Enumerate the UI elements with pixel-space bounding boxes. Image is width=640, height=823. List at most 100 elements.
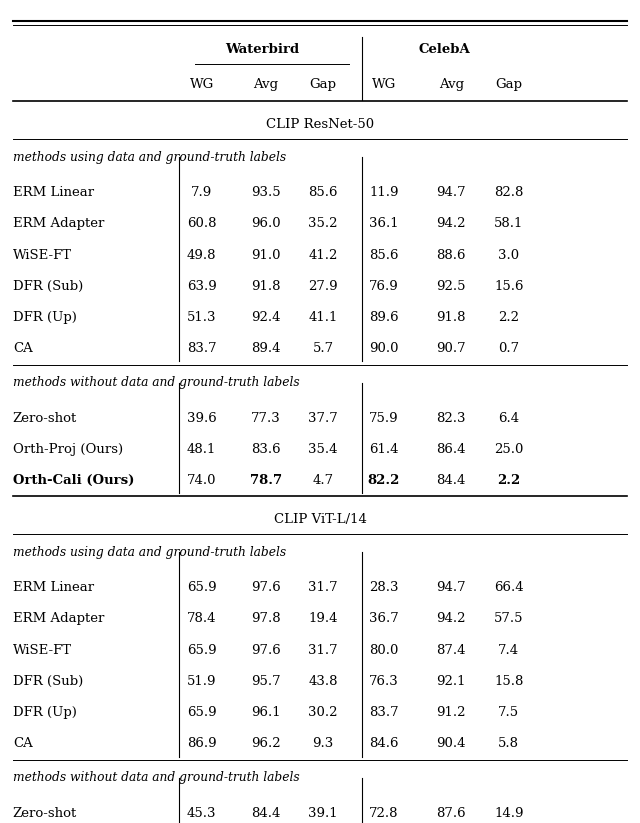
Text: CA: CA xyxy=(13,737,33,751)
Text: 94.2: 94.2 xyxy=(436,612,466,625)
Text: 94.7: 94.7 xyxy=(436,186,466,199)
Text: 82.8: 82.8 xyxy=(494,186,524,199)
Text: 83.6: 83.6 xyxy=(251,443,280,456)
Text: DFR (Up): DFR (Up) xyxy=(13,311,77,324)
Text: 19.4: 19.4 xyxy=(308,612,338,625)
Text: 65.9: 65.9 xyxy=(187,706,216,719)
Text: DFR (Sub): DFR (Sub) xyxy=(13,280,83,293)
Text: 3.0: 3.0 xyxy=(498,249,520,262)
Text: 86.9: 86.9 xyxy=(187,737,216,751)
Text: 80.0: 80.0 xyxy=(369,644,399,657)
Text: 78.7: 78.7 xyxy=(250,474,282,487)
Text: 28.3: 28.3 xyxy=(369,581,399,594)
Text: 75.9: 75.9 xyxy=(369,412,399,425)
Text: 91.2: 91.2 xyxy=(436,706,466,719)
Text: 36.1: 36.1 xyxy=(369,217,399,230)
Text: 2.2: 2.2 xyxy=(499,311,519,324)
Text: 15.8: 15.8 xyxy=(494,675,524,688)
Text: 90.7: 90.7 xyxy=(436,342,466,356)
Text: Avg: Avg xyxy=(253,78,278,91)
Text: WG: WG xyxy=(189,78,214,91)
Text: 77.3: 77.3 xyxy=(251,412,280,425)
Text: 87.6: 87.6 xyxy=(436,807,466,820)
Text: 51.9: 51.9 xyxy=(187,675,216,688)
Text: 6.4: 6.4 xyxy=(498,412,520,425)
Text: methods using data and ground-truth labels: methods using data and ground-truth labe… xyxy=(13,151,286,164)
Text: 72.8: 72.8 xyxy=(369,807,399,820)
Text: 48.1: 48.1 xyxy=(187,443,216,456)
Text: 2.2: 2.2 xyxy=(497,474,520,487)
Text: Zero-shot: Zero-shot xyxy=(13,412,77,425)
Text: Gap: Gap xyxy=(310,78,337,91)
Text: 97.6: 97.6 xyxy=(251,581,280,594)
Text: 43.8: 43.8 xyxy=(308,675,338,688)
Text: 58.1: 58.1 xyxy=(494,217,524,230)
Text: 76.3: 76.3 xyxy=(369,675,399,688)
Text: 84.4: 84.4 xyxy=(436,474,466,487)
Text: 41.1: 41.1 xyxy=(308,311,338,324)
Text: 91.8: 91.8 xyxy=(436,311,466,324)
Text: WiSE-FT: WiSE-FT xyxy=(13,249,72,262)
Text: 60.8: 60.8 xyxy=(187,217,216,230)
Text: 85.6: 85.6 xyxy=(369,249,399,262)
Text: 9.3: 9.3 xyxy=(312,737,334,751)
Text: 63.9: 63.9 xyxy=(187,280,216,293)
Text: 86.4: 86.4 xyxy=(436,443,466,456)
Text: 96.2: 96.2 xyxy=(251,737,280,751)
Text: 93.5: 93.5 xyxy=(251,186,280,199)
Text: Orth-Cali (Ours): Orth-Cali (Ours) xyxy=(13,474,134,487)
Text: 15.6: 15.6 xyxy=(494,280,524,293)
Text: 35.2: 35.2 xyxy=(308,217,338,230)
Text: 78.4: 78.4 xyxy=(187,612,216,625)
Text: CA: CA xyxy=(13,342,33,356)
Text: 96.1: 96.1 xyxy=(251,706,280,719)
Text: 51.3: 51.3 xyxy=(187,311,216,324)
Text: 92.1: 92.1 xyxy=(436,675,466,688)
Text: 4.7: 4.7 xyxy=(312,474,334,487)
Text: 0.7: 0.7 xyxy=(498,342,520,356)
Text: 88.6: 88.6 xyxy=(436,249,466,262)
Text: DFR (Sub): DFR (Sub) xyxy=(13,675,83,688)
Text: 31.7: 31.7 xyxy=(308,644,338,657)
Text: 61.4: 61.4 xyxy=(369,443,399,456)
Text: 65.9: 65.9 xyxy=(187,581,216,594)
Text: 95.7: 95.7 xyxy=(251,675,280,688)
Text: WG: WG xyxy=(372,78,396,91)
Text: methods using data and ground-truth labels: methods using data and ground-truth labe… xyxy=(13,546,286,559)
Text: 7.9: 7.9 xyxy=(191,186,212,199)
Text: Zero-shot: Zero-shot xyxy=(13,807,77,820)
Text: 89.4: 89.4 xyxy=(251,342,280,356)
Text: 45.3: 45.3 xyxy=(187,807,216,820)
Text: 27.9: 27.9 xyxy=(308,280,338,293)
Text: 37.7: 37.7 xyxy=(308,412,338,425)
Text: 89.6: 89.6 xyxy=(369,311,399,324)
Text: 5.8: 5.8 xyxy=(499,737,519,751)
Text: Waterbird: Waterbird xyxy=(225,43,300,56)
Text: 82.3: 82.3 xyxy=(436,412,466,425)
Text: 39.6: 39.6 xyxy=(187,412,216,425)
Text: 5.7: 5.7 xyxy=(312,342,334,356)
Text: methods without data and ground-truth labels: methods without data and ground-truth la… xyxy=(13,771,300,784)
Text: 83.7: 83.7 xyxy=(187,342,216,356)
Text: 97.8: 97.8 xyxy=(251,612,280,625)
Text: 76.9: 76.9 xyxy=(369,280,399,293)
Text: CLIP ViT-L/14: CLIP ViT-L/14 xyxy=(273,513,367,526)
Text: DFR (Up): DFR (Up) xyxy=(13,706,77,719)
Text: 11.9: 11.9 xyxy=(369,186,399,199)
Text: 85.6: 85.6 xyxy=(308,186,338,199)
Text: CLIP ResNet-50: CLIP ResNet-50 xyxy=(266,118,374,131)
Text: 84.4: 84.4 xyxy=(251,807,280,820)
Text: 74.0: 74.0 xyxy=(187,474,216,487)
Text: 25.0: 25.0 xyxy=(494,443,524,456)
Text: 83.7: 83.7 xyxy=(369,706,399,719)
Text: 82.2: 82.2 xyxy=(368,474,400,487)
Text: 39.1: 39.1 xyxy=(308,807,338,820)
Text: 7.5: 7.5 xyxy=(498,706,520,719)
Text: 96.0: 96.0 xyxy=(251,217,280,230)
Text: 14.9: 14.9 xyxy=(494,807,524,820)
Text: 92.4: 92.4 xyxy=(251,311,280,324)
Text: ERM Adapter: ERM Adapter xyxy=(13,217,104,230)
Text: ERM Adapter: ERM Adapter xyxy=(13,612,104,625)
Text: 94.7: 94.7 xyxy=(436,581,466,594)
Text: 31.7: 31.7 xyxy=(308,581,338,594)
